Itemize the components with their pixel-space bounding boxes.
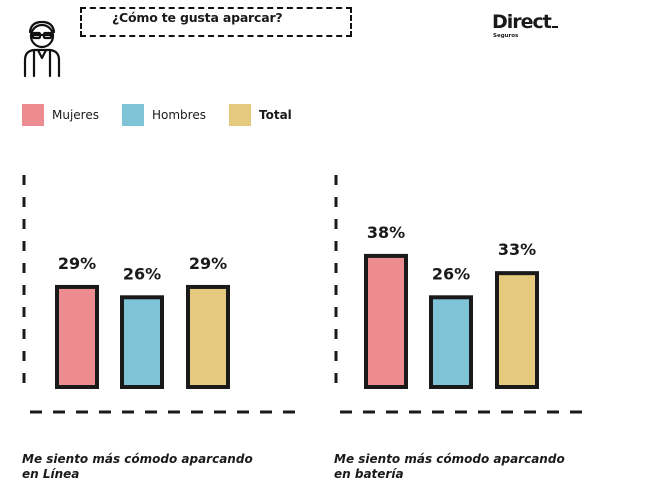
bar-charts: 29% 26% 29% 38% 26% 33%	[22, 175, 590, 414]
caption-chart-1: Me siento más cómodo aparcando en Línea	[22, 452, 302, 482]
chart-2-bar-hombres	[429, 295, 473, 389]
brand-subtitle: Seguros	[493, 33, 519, 39]
legend-swatch-total	[229, 104, 251, 126]
legend-label-total: Total	[259, 108, 292, 122]
chart-2-bar-mujeres	[364, 253, 408, 390]
question-text: ¿Cómo te gusta aparcar?	[112, 10, 283, 25]
chart-1-label-total: 29%	[189, 254, 227, 273]
legend-swatch-mujeres	[22, 104, 44, 126]
chart-1-bar-hombres	[120, 295, 164, 389]
chart-1-bar-total	[186, 284, 230, 389]
chart-1-label-mujeres: 29%	[58, 254, 96, 273]
legend-swatch-hombres	[122, 104, 144, 126]
legend-label-hombres: Hombres	[152, 108, 206, 122]
caption-chart-2-line-1: Me siento más cómodo aparcando	[334, 452, 565, 466]
chart-2-label-total: 33%	[498, 240, 536, 259]
chart-2-label-mujeres: 38%	[367, 223, 405, 242]
chart-2-label-hombres: 26%	[432, 264, 470, 283]
chart-1-label-hombres: 26%	[123, 264, 161, 283]
brand-name: Direct	[492, 11, 552, 33]
caption-chart-2-line-2: en batería	[334, 467, 404, 481]
caption-chart-1-line-1: Me siento más cómodo aparcando	[22, 452, 253, 466]
chart-1-bar-mujeres	[55, 284, 99, 389]
caption-chart-1-line-2: en Línea	[22, 467, 80, 481]
caption-chart-2: Me siento más cómodo aparcando en baterí…	[334, 452, 614, 482]
person-avatar-icon	[23, 20, 61, 78]
brand-logo: Direct Seguros	[492, 12, 558, 40]
question-bubble	[80, 7, 352, 37]
chart-2-bar-total	[495, 271, 539, 389]
legend-label-mujeres: Mujeres	[52, 108, 99, 122]
